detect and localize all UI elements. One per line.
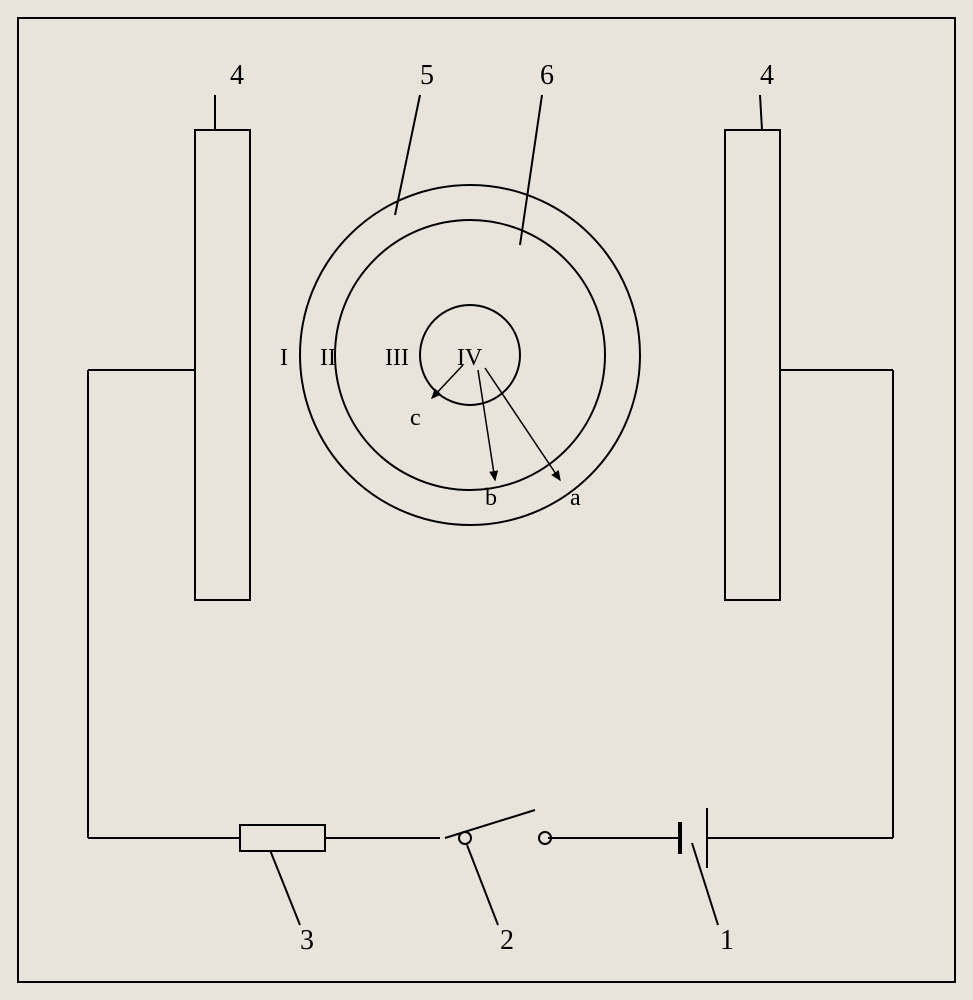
leader-1 xyxy=(692,843,718,925)
left-electrode xyxy=(195,130,250,600)
region-III: III xyxy=(385,345,409,372)
region-II: II xyxy=(320,345,336,372)
leader-4-right xyxy=(760,95,762,130)
leader-6 xyxy=(520,95,542,245)
label-5: 5 xyxy=(420,60,434,92)
resistor xyxy=(240,825,325,851)
region-I: I xyxy=(280,345,288,372)
arrow-a xyxy=(485,368,560,480)
label-2: 2 xyxy=(500,925,514,957)
label-3: 3 xyxy=(300,925,314,957)
label-6: 6 xyxy=(540,60,554,92)
right-electrode xyxy=(725,130,780,600)
leader-2 xyxy=(467,845,498,925)
label-1: 1 xyxy=(720,925,734,957)
label-4-left: 4 xyxy=(230,60,244,92)
region-IV: IV xyxy=(457,345,482,372)
label-4-right: 4 xyxy=(760,60,774,92)
region-c: c xyxy=(410,405,421,432)
leader-3 xyxy=(270,850,300,925)
region-b: b xyxy=(485,485,497,512)
region-a: a xyxy=(570,485,581,512)
switch-arm xyxy=(445,810,535,838)
arrow-b xyxy=(478,370,495,480)
